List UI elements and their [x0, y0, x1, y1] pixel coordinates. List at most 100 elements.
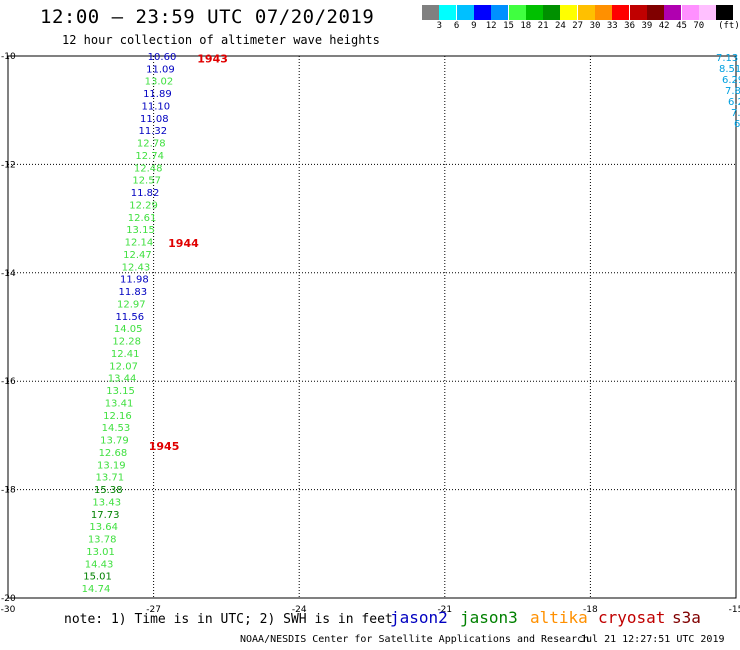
footer-credit: NOAA/NESDIS Center for Satellite Applica… — [240, 634, 590, 645]
edge-swh-reading: 7.13 — [716, 53, 738, 64]
legend-swatch — [543, 5, 561, 20]
lon-tick-label: -15 — [729, 605, 740, 615]
swh-reading: 12.28 — [112, 337, 141, 348]
swh-reading: 15.01 — [83, 572, 112, 583]
swh-reading: 12.68 — [99, 448, 128, 459]
swh-reading: 12.74 — [135, 151, 164, 162]
legend-swatch — [439, 5, 457, 20]
swh-reading: 14.43 — [85, 559, 114, 570]
legend-label: 18 — [520, 21, 532, 31]
swh-reading: 13.15 — [106, 386, 135, 397]
lon-tick-label: -30 — [1, 605, 16, 615]
legend-label: 9 — [471, 21, 477, 31]
swh-reading: 12.57 — [132, 176, 161, 187]
swh-reading: 13.64 — [89, 522, 118, 533]
edge-swh-reading: 7.81 — [725, 86, 740, 97]
legend-swatch — [525, 5, 543, 20]
swh-reading: 12.78 — [137, 139, 166, 150]
legend-label: 12 — [485, 21, 497, 31]
legend-swatch — [698, 5, 716, 20]
swh-reading: 11.89 — [143, 89, 172, 100]
satellite-jason3: jason3 — [460, 608, 518, 627]
swh-reading: 13.19 — [97, 460, 126, 471]
legend-swatch — [612, 5, 630, 20]
legend-label: 70 — [693, 21, 705, 31]
legend-label: 42 — [658, 21, 670, 31]
lat-tick-label: -14 — [1, 269, 16, 279]
lon-tick-label: -21 — [437, 605, 452, 615]
satellite-altika: altika — [530, 608, 588, 627]
swh-reading: 13.79 — [100, 436, 129, 447]
legend-label: 24 — [554, 21, 566, 31]
swh-reading: 12.47 — [123, 250, 152, 261]
swh-reading: 12.61 — [128, 213, 157, 224]
swh-reading: 13.41 — [105, 398, 134, 409]
swh-reading: 11.98 — [120, 275, 149, 286]
legend-label: 45 — [676, 21, 687, 31]
legend-swatch — [508, 5, 526, 20]
swh-reading: 13.43 — [92, 497, 121, 508]
swh-reading: 12.16 — [103, 411, 132, 422]
swh-reading: 12.07 — [109, 361, 138, 372]
legend-swatch — [595, 5, 612, 20]
lon-tick-label: -24 — [292, 605, 307, 615]
lat-tick-label: -18 — [1, 486, 16, 496]
swh-reading: 13.15 — [126, 225, 155, 236]
swh-reading: 13.02 — [145, 77, 174, 88]
swh-reading: 12.29 — [129, 200, 158, 211]
legend-swatch — [716, 5, 734, 20]
legend-swatch — [646, 5, 664, 20]
swh-reading: 14.74 — [82, 584, 111, 595]
map-title: 12:00 – 23:59 UTC 07/20/2019 — [40, 6, 375, 28]
swh-reading: 14.05 — [114, 324, 143, 335]
lat-tick-label: -20 — [1, 594, 16, 604]
footer-note: note: 1) Time is in UTC; 2) SWH is in fe… — [64, 612, 393, 627]
legend-label: 3 — [436, 21, 442, 31]
swh-reading: 12.41 — [111, 349, 140, 360]
legend-swatch — [422, 5, 439, 20]
edge-swh-reading: 6.27 — [728, 97, 740, 108]
legend-unit: (ft) — [718, 21, 740, 31]
legend-label: 36 — [624, 21, 636, 31]
swh-reading: 11.32 — [138, 126, 167, 137]
map-subtitle: 12 hour collection of altimeter wave hei… — [62, 33, 380, 47]
legend-swatch — [577, 5, 595, 20]
legend-label: 6 — [453, 21, 460, 31]
satellite-cryosat: cryosat — [598, 608, 666, 627]
satellite-jason2: jason2 — [390, 608, 448, 627]
legend-swatch — [681, 5, 699, 20]
swh-reading: 12.48 — [134, 163, 163, 174]
swh-reading: 11.56 — [115, 312, 144, 323]
edge-swh-reading: 6 — [734, 119, 740, 130]
satellite-s3a: s3a — [672, 608, 701, 627]
map-frame — [7, 55, 737, 599]
lat-tick-label: -16 — [1, 377, 16, 387]
swh-reading: 12.14 — [125, 238, 154, 249]
legend-swatch — [473, 5, 491, 20]
swh-reading: 11.82 — [131, 188, 160, 199]
swh-reading: 11.08 — [140, 114, 169, 125]
swh-reading: 10.60 — [148, 52, 177, 63]
swh-reading: 15.38 — [94, 485, 123, 496]
legend-swatch — [456, 5, 474, 20]
time-mark: 1945 — [149, 440, 180, 453]
lat-tick-label: -10 — [1, 52, 16, 62]
legend-label: 27 — [572, 21, 584, 31]
legend-label: 15 — [503, 21, 514, 31]
time-mark: 1943 — [197, 53, 228, 66]
swh-reading: 12.43 — [122, 262, 151, 273]
swh-reading: 11.83 — [119, 287, 148, 298]
lat-tick-label: -12 — [1, 160, 16, 170]
legend-label: 39 — [641, 21, 653, 31]
swh-reading: 11.10 — [142, 101, 171, 112]
footer-timestamp: Jul 21 12:27:51 UTC 2019 — [580, 634, 725, 645]
swh-reading: 11.09 — [146, 64, 175, 75]
lon-tick-label: -27 — [146, 605, 161, 615]
edge-swh-reading: 7.3 — [731, 108, 740, 119]
legend-swatch — [664, 5, 682, 20]
legend-label: 30 — [589, 21, 601, 31]
legend-swatch — [560, 5, 578, 20]
legend-label: 21 — [537, 21, 549, 31]
swh-reading: 12.97 — [117, 299, 146, 310]
